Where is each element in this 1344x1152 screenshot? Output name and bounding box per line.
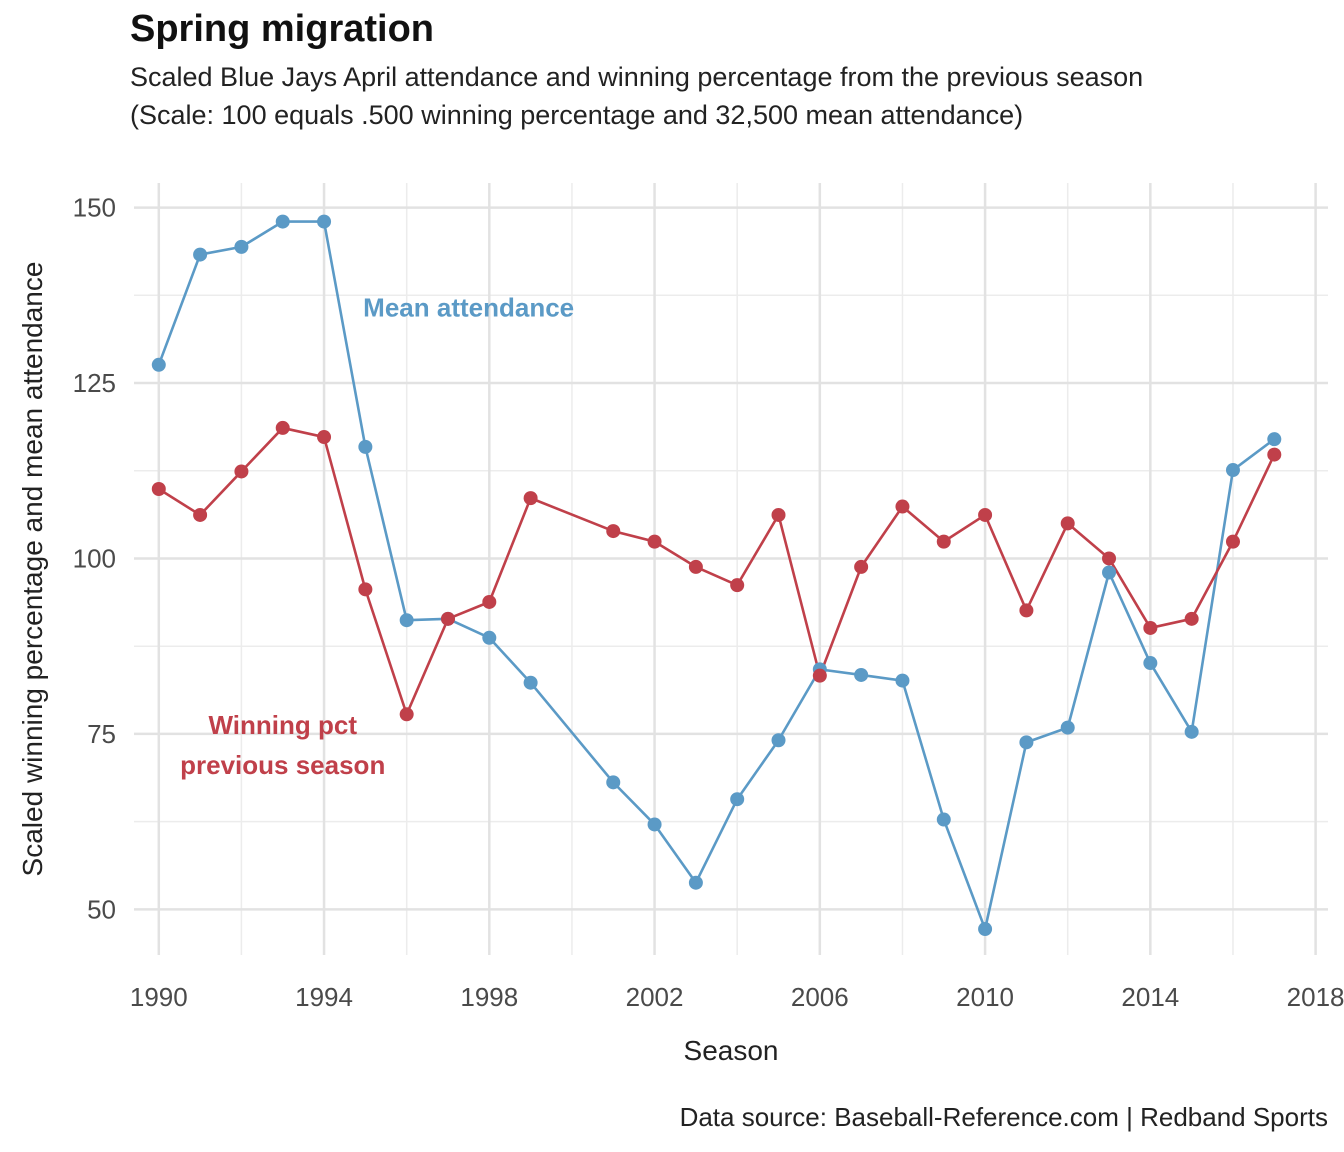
y-tick-label: 125 [73,368,116,398]
data-point-winning-pct [978,507,993,522]
data-point-attendance [730,792,745,807]
y-tick-label: 150 [73,193,116,223]
data-point-attendance [193,247,208,262]
data-point-winning-pct [688,559,703,574]
data-point-winning-pct [730,578,745,593]
data-point-attendance [1102,565,1117,580]
data-point-attendance [482,630,497,645]
data-point-attendance [895,673,910,688]
data-point-attendance [854,667,869,682]
data-point-attendance [936,812,951,827]
data-point-attendance [771,733,786,748]
x-tick-label: 2006 [791,982,849,1012]
data-point-attendance [1143,656,1158,671]
y-axis-title: Scaled winning percentage and mean atten… [17,262,48,877]
data-point-winning-pct [606,524,621,539]
data-point-winning-pct [399,707,414,722]
data-point-attendance [1060,720,1075,735]
data-point-winning-pct [317,430,332,445]
x-tick-label: 1994 [295,982,353,1012]
data-point-attendance [1184,724,1199,739]
series-annotation-attendance: Mean attendance [363,292,574,322]
data-point-attendance [151,357,166,372]
data-point-winning-pct [1019,603,1034,618]
data-point-winning-pct [358,582,373,597]
x-tick-label: 2002 [626,982,684,1012]
data-point-winning-pct [1184,611,1199,626]
data-point-winning-pct [1102,551,1117,566]
data-point-winning-pct [936,534,951,549]
data-point-winning-pct [1143,620,1158,635]
data-source-caption: Data source: Baseball-Reference.com | Re… [679,1102,1328,1132]
x-tick-label: 1990 [130,982,188,1012]
data-point-attendance [1267,432,1282,447]
data-point-winning-pct [1225,534,1240,549]
chart-title: Spring migration [130,8,434,50]
data-point-winning-pct [771,507,786,522]
y-tick-label: 100 [73,543,116,573]
x-tick-label: 2014 [1121,982,1179,1012]
data-point-attendance [523,675,538,690]
data-point-attendance [399,613,414,628]
data-point-winning-pct [854,559,869,574]
data-point-attendance [317,214,332,229]
data-point-attendance [1019,735,1034,750]
data-point-attendance [1225,463,1240,478]
data-point-winning-pct [275,420,290,435]
data-point-attendance [647,817,662,832]
data-point-winning-pct [647,534,662,549]
data-point-winning-pct [812,668,827,683]
data-point-winning-pct [440,611,455,626]
chart-subtitle-line-2: (Scale: 100 equals .500 winning percenta… [130,100,1024,130]
x-tick-label: 2010 [956,982,1014,1012]
series-annotation-winning-pct: previous season [180,750,385,780]
data-point-attendance [606,775,621,790]
data-point-attendance [688,875,703,890]
y-tick-label: 50 [87,894,116,924]
data-point-attendance [234,239,249,254]
data-point-winning-pct [482,594,497,609]
x-tick-label: 2018 [1287,982,1344,1012]
x-tick-label: 1998 [460,982,518,1012]
data-point-attendance [978,922,993,937]
y-tick-label: 75 [87,719,116,749]
series-annotation-winning-pct: Winning pct [208,710,357,740]
data-point-winning-pct [895,499,910,514]
chart-subtitle-line-1: Scaled Blue Jays April attendance and wi… [130,62,1144,92]
data-point-winning-pct [1267,447,1282,462]
data-point-winning-pct [193,507,208,522]
data-point-attendance [275,214,290,229]
data-point-winning-pct [234,464,249,479]
data-point-winning-pct [1060,516,1075,531]
data-point-winning-pct [151,481,166,496]
data-point-winning-pct [523,491,538,506]
x-axis-title: Season [684,1035,779,1066]
data-point-attendance [358,439,373,454]
